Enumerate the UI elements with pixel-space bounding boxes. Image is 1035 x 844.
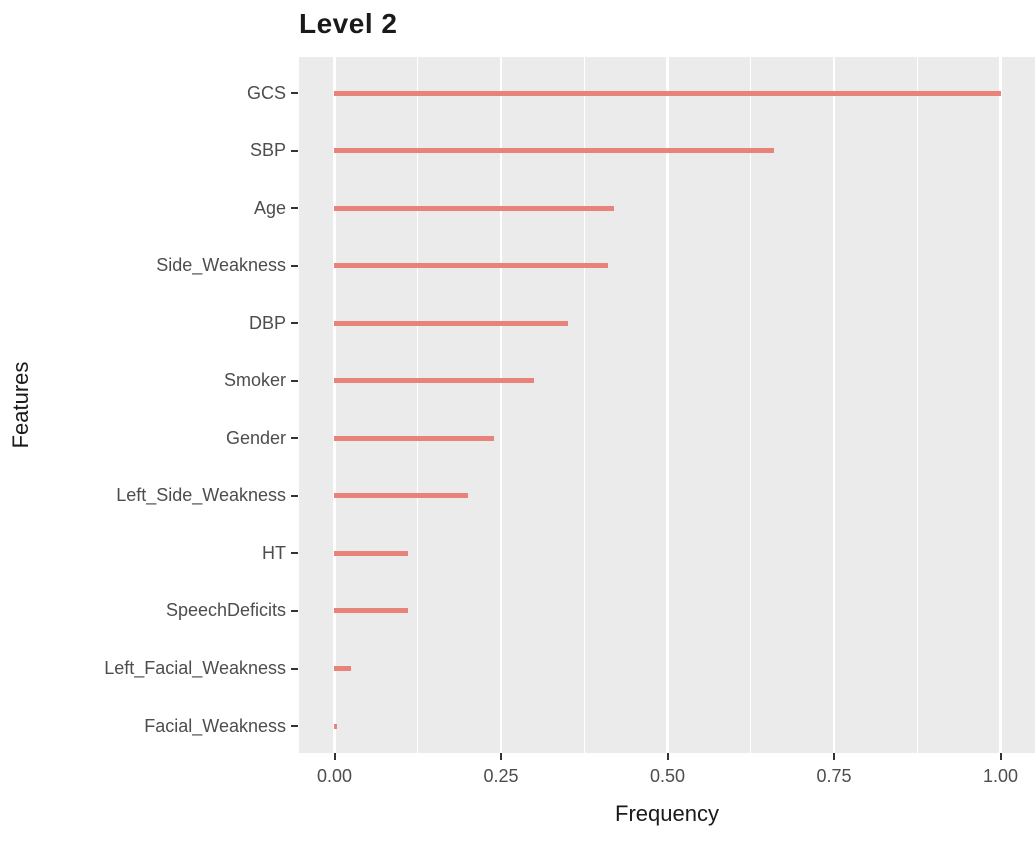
y-axis-tick	[291, 609, 298, 612]
y-axis-tick	[291, 379, 298, 382]
category-label-Side_Weakness: Side_Weakness	[156, 255, 286, 276]
x-tick-label-0.00: 0.00	[316, 766, 353, 786]
bar-Left_Facial_Weakness	[333, 666, 352, 671]
bar-SpeechDeficits	[333, 608, 408, 614]
bar-Facial_Weakness	[333, 723, 338, 729]
chart-title: Level 2	[299, 8, 398, 39]
y-axis-tick	[291, 92, 298, 94]
bar-Smoker	[333, 378, 535, 384]
y-axis-tick	[291, 494, 298, 497]
minor-gridline	[417, 57, 419, 753]
category-label-SBP: SBP	[249, 140, 286, 161]
x-axis-tick	[333, 753, 336, 760]
category-label-SpeechDeficits: SpeechDeficits	[165, 600, 286, 621]
bar-GCS	[333, 90, 1001, 96]
y-axis-tick	[291, 264, 298, 267]
category-label-DBP: DBP	[248, 312, 286, 333]
bar-SBP	[333, 148, 775, 154]
y-axis-tick	[291, 725, 298, 728]
x-axis-tick	[500, 753, 502, 760]
category-label-Left_Facial_Weakness: Left_Facial_Weakness	[104, 658, 286, 678]
bar-Age	[333, 205, 615, 211]
x-axis-title: Frequency	[615, 801, 719, 826]
category-label-Smoker: Smoker	[223, 370, 286, 391]
y-axis-tick	[291, 207, 298, 210]
x-tick-label-0.75: 0.75	[816, 766, 852, 786]
category-label-HT: HT	[262, 542, 286, 563]
major-gridline	[499, 57, 503, 753]
bar-Side_Weakness	[333, 263, 608, 269]
category-label-Gender: Gender	[225, 427, 286, 448]
minor-gridline	[916, 57, 918, 753]
minor-gridline	[750, 57, 752, 753]
x-axis-tick	[666, 753, 669, 760]
category-label-Age: Age	[253, 197, 286, 218]
major-gridline	[999, 57, 1002, 753]
y-axis-tick	[291, 437, 298, 440]
major-gridline	[666, 57, 669, 753]
bar-Gender	[333, 435, 495, 441]
major-gridline	[333, 57, 336, 753]
category-label-Left_Side_Weakness: Left_Side_Weakness	[116, 485, 286, 506]
bar-Left_Side_Weakness	[333, 493, 468, 499]
bar-DBP	[333, 320, 568, 326]
y-axis-tick	[291, 322, 298, 325]
x-tick-label-1.00: 1.00	[982, 766, 1019, 786]
category-label-GCS: GCS	[246, 82, 286, 103]
bar-HT	[333, 550, 408, 556]
x-axis-tick	[999, 753, 1002, 760]
y-axis-tick	[291, 667, 298, 670]
plot-panel	[299, 57, 1035, 753]
x-tick-label-0.25: 0.25	[483, 766, 519, 786]
x-tick-label-0.50: 0.50	[649, 766, 686, 786]
minor-gridline	[583, 57, 585, 753]
x-axis-tick	[833, 753, 835, 760]
major-gridline	[832, 57, 836, 753]
y-axis-tick	[291, 552, 298, 555]
y-axis-tick	[291, 149, 298, 152]
category-label-Facial_Weakness: Facial_Weakness	[144, 715, 286, 736]
